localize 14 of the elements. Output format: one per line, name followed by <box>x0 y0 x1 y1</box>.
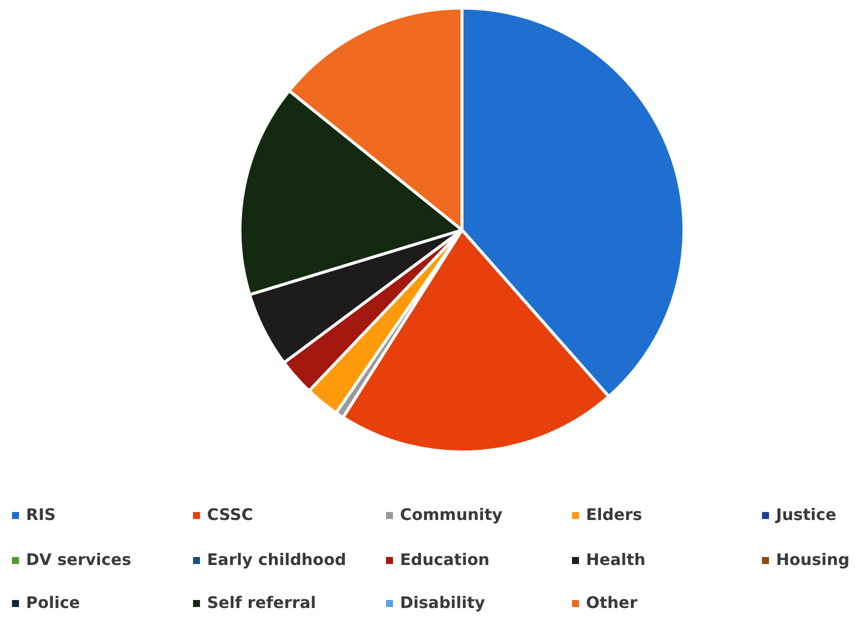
legend-label: RIS <box>26 505 56 524</box>
legend-label: Police <box>26 593 80 612</box>
legend-label: Early childhood <box>207 550 346 569</box>
legend-label: Other <box>586 593 638 612</box>
legend-label: Elders <box>586 505 642 524</box>
legend-label: Housing <box>776 550 850 569</box>
legend-label: Community <box>400 505 503 524</box>
legend-label: Health <box>586 550 646 569</box>
legend-label: Disability <box>400 593 486 612</box>
legend-label: Justice <box>775 505 836 524</box>
legend-label: CSSC <box>207 505 254 524</box>
legend-label: Education <box>400 550 490 569</box>
legend-label: DV services <box>26 550 132 569</box>
legend-label: Self referral <box>207 593 316 612</box>
